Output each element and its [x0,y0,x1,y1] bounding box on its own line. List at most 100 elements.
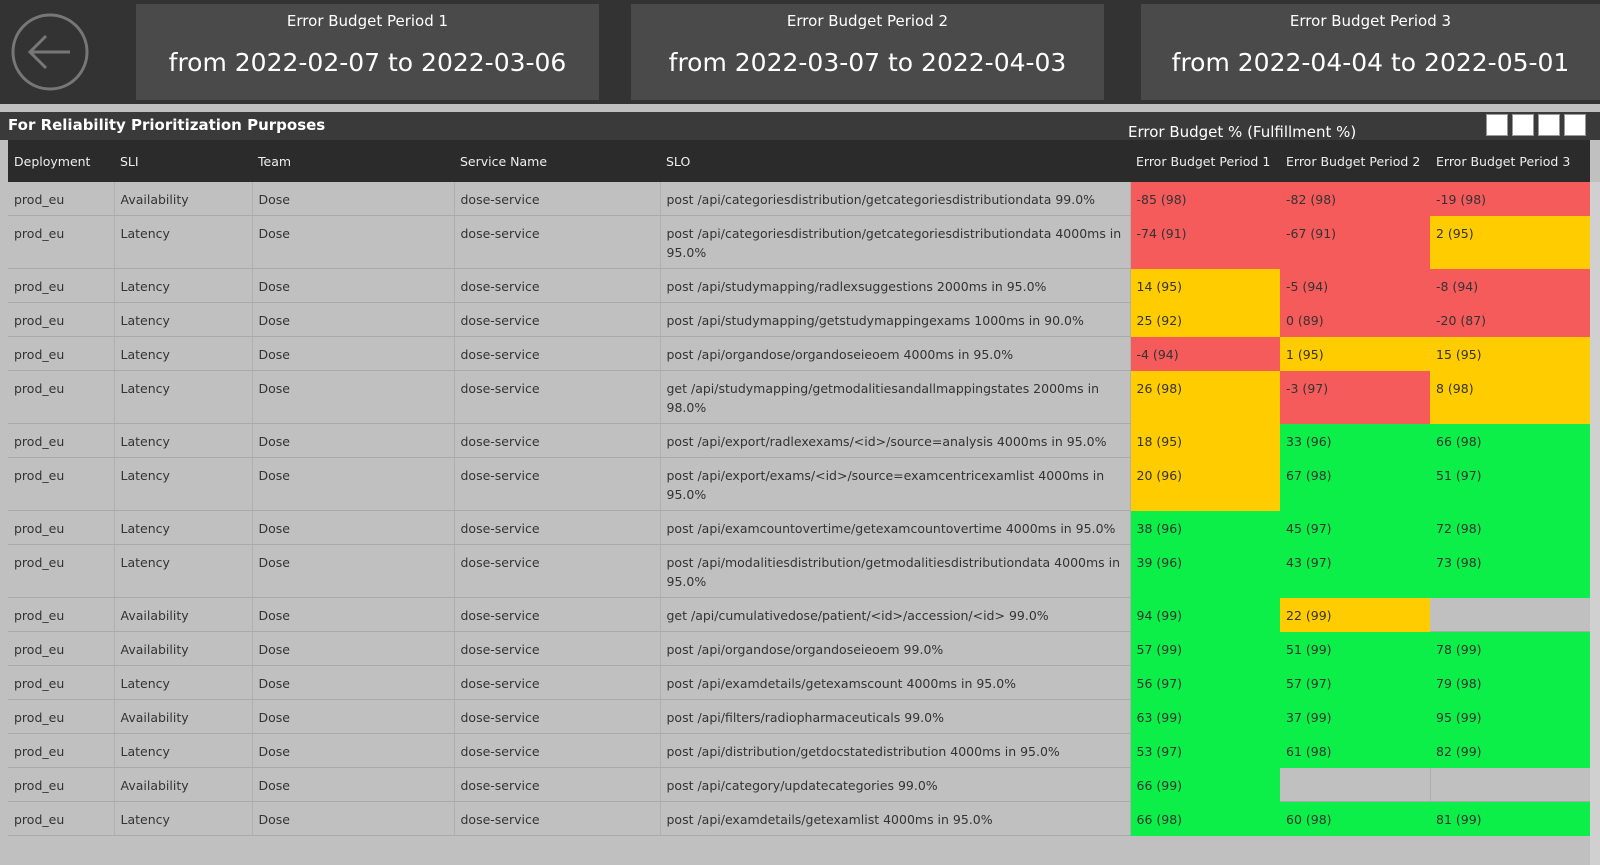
table-cell: dose-service [454,215,661,269]
table-cell: 2 (95) [1430,215,1590,269]
table-row: prod_eu Latency Dose dose-service post /api/… [8,457,1590,511]
period-card: Error Budget Period 1 from 2022-02-07 to … [136,4,599,100]
table-row: prod_eu Latency Dose dose-service post /api/… [8,336,1590,371]
column-header: Error Budget Period 2 [1280,140,1430,182]
scrollbar[interactable] [1590,182,1600,865]
table-cell: get /api/cumulativedose/patient/<id>/acc… [660,597,1131,632]
table-row: prod_eu Latency Dose dose-service post /api/… [8,302,1590,337]
table-cell: -67 (91) [1280,215,1430,269]
table-cell: -8 (94) [1430,268,1590,303]
table-cell: 56 (97) [1130,665,1280,700]
table-cell: post /api/examdetails/getexamscount 4000… [660,665,1131,700]
table-cell: Latency [114,733,253,768]
table-cell: prod_eu [8,597,115,632]
period-title: Error Budget Period 1 [286,12,449,30]
table-cell: -82 (98) [1280,182,1430,216]
table-cell: prod_eu [8,302,115,337]
table-cell: prod_eu [8,631,115,666]
table-cell: Latency [114,336,253,371]
table-cell: post /api/filters/radiopharmaceuticals 9… [660,699,1131,734]
focus-icon[interactable] [1564,114,1586,136]
filter-icon[interactable] [1538,114,1560,136]
table-cell: dose-service [454,597,661,632]
table-cell: Dose [252,182,455,216]
table-cell: dose-service [454,801,661,836]
column-header: Team [252,140,454,182]
table-cell: 38 (96) [1130,510,1280,545]
header-row: Deployment SLI Team Service Name SLO Error Bu… [8,140,1590,182]
table-cell: Dose [252,457,455,511]
table-cell: 66 (99) [1130,767,1280,802]
table-cell: 72 (98) [1430,510,1590,545]
back-button[interactable] [10,12,90,92]
table-cell: 0 (89) [1280,302,1430,337]
table-cell: post /api/export/exams/<id>/source=examc… [660,457,1131,511]
table-cell: prod_eu [8,510,115,545]
period-title: Error Budget Period 2 [786,12,949,30]
table-cell: Latency [114,801,253,836]
table-row: prod_eu Latency Dose dose-service post /api/… [8,801,1590,836]
table-cell: dose-service [454,631,661,666]
table-cell: Dose [252,801,455,836]
table-cell: prod_eu [8,767,115,802]
table-cell: Dose [252,268,455,303]
table-cell: dose-service [454,544,661,598]
table-cell: dose-service [454,665,661,700]
copy-icon[interactable] [1512,114,1534,136]
table-cell: 20 (96) [1130,457,1280,511]
table-cell: Dose [252,767,455,802]
table-cell: post /api/modalitiesdistribution/getmoda… [660,544,1131,598]
table-cell: Dose [252,665,455,700]
table-cell: dose-service [454,423,661,458]
table-cell: Dose [252,336,455,371]
table-cell: dose-service [454,767,661,802]
table-cell: Dose [252,302,455,337]
table-cell: 22 (99) [1280,597,1430,632]
table-cell: prod_eu [8,182,115,216]
table-cell: -85 (98) [1130,182,1280,216]
table-cell: post /api/organdose/organdoseieoem 4000m… [660,336,1131,371]
table-cell: 63 (99) [1130,699,1280,734]
period-range: from 2022-03-07 to 2022-04-03 [668,48,1067,77]
table-cell: Availability [114,767,253,802]
table-cell [1430,597,1591,632]
table-cell: 14 (95) [1130,268,1280,303]
period-card: Error Budget Period 3 from 2022-04-04 to … [1141,4,1600,100]
table-cell: Dose [252,423,455,458]
column-header: Service Name [454,140,660,182]
table-cell: post /api/examdetails/getexamlist 4000ms… [660,801,1131,836]
table-cell: Availability [114,597,253,632]
table-cell: Dose [252,699,455,734]
table-cell: 60 (98) [1280,801,1430,836]
table-cell: 57 (99) [1130,631,1280,666]
table-cell: Dose [252,370,455,424]
table-cell: prod_eu [8,268,115,303]
table-cell: 26 (98) [1130,370,1280,424]
table-cell: 1 (95) [1280,336,1430,371]
table-row: prod_eu Latency Dose dose-service post /api/… [8,544,1590,598]
table-cell: 95 (99) [1430,699,1590,734]
table-cell: 79 (98) [1430,665,1590,700]
table-cell: Latency [114,457,253,511]
table-cell: Latency [114,510,253,545]
table-cell: -19 (98) [1430,182,1590,216]
table-cell: post /api/category/updatecategories 99.0… [660,767,1131,802]
table-cell: Dose [252,597,455,632]
table-cell: 33 (96) [1280,423,1430,458]
table-cell: Dose [252,631,455,666]
column-header: Error Budget Period 1 [1130,140,1280,182]
table-cell: prod_eu [8,215,115,269]
table-cell: 57 (97) [1280,665,1430,700]
pin-icon[interactable] [1486,114,1508,136]
table-cell: post /api/categoriesdistribution/getcate… [660,215,1131,269]
table-cell: dose-service [454,457,661,511]
table-row: prod_eu Availability Dose dose-service post … [8,767,1591,802]
table-cell: Availability [114,182,253,216]
table-cell: 66 (98) [1430,423,1590,458]
table-cell: Latency [114,544,253,598]
table-cell: Latency [114,423,253,458]
table-cell: post /api/studymapping/getstudymappingex… [660,302,1131,337]
table-cell: 37 (99) [1280,699,1430,734]
table-row: prod_eu Availability Dose dose-service post … [8,182,1590,216]
table-cell: Dose [252,544,455,598]
